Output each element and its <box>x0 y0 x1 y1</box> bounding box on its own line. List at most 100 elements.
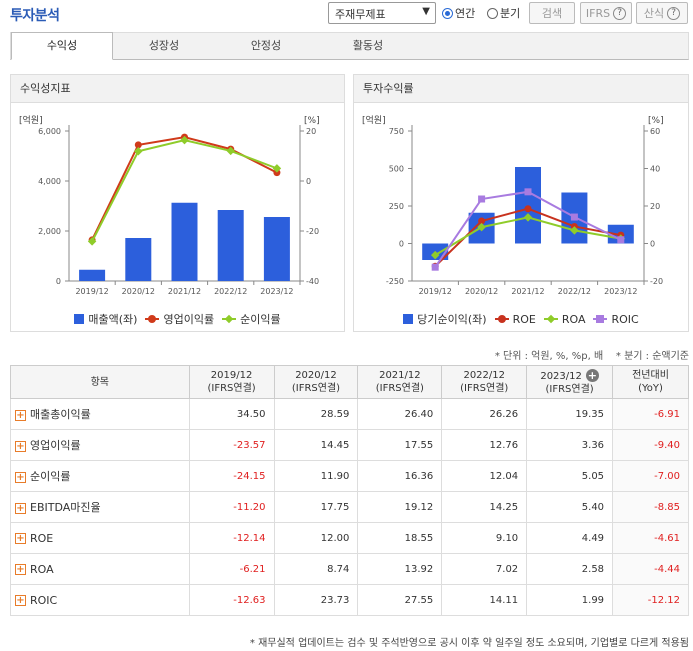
data-point <box>272 164 282 173</box>
table-cell: 26.26 <box>441 398 528 430</box>
left-axis-unit: [억원] <box>362 114 386 126</box>
right-axis-unit: [%] <box>304 116 320 126</box>
add-column-icon[interactable]: + <box>585 368 599 382</box>
table-cell: 26.40 <box>357 398 443 430</box>
header-year: 2021/12 (IFRS연결) <box>357 365 443 399</box>
bar-swatch-icon <box>403 314 414 324</box>
data-point <box>570 226 579 235</box>
table-cell: 5.40 <box>526 491 614 523</box>
table-row: + ROA -6.21 8.74 13.92 7.02 2.58 -4.44 <box>10 553 689 585</box>
legend-item-net-margin[interactable]: 순이익률 <box>222 311 281 327</box>
row-label[interactable]: + ROE <box>10 522 190 554</box>
row-label-text: ROE <box>30 531 54 545</box>
legend-label: 순이익률 <box>240 313 281 326</box>
expand-plus-icon[interactable]: + <box>15 409 26 421</box>
return-chart: [억원] [%] 750 500 250 0 -250 60 40 20 0 -20 2019/12 20… <box>362 114 664 296</box>
expand-plus-icon[interactable]: + <box>15 533 26 544</box>
unit-note: * 단위 : 억원, %, %p, 배 <box>494 351 604 362</box>
data-point <box>478 217 486 225</box>
x-tick-label: 2020/12 <box>465 287 498 296</box>
table-cell: 17.55 <box>357 429 443 461</box>
x-tick-label: 2022/12 <box>214 287 247 296</box>
page-title: 투자분석 <box>10 8 60 24</box>
tab-activity[interactable]: 활동성 <box>352 39 384 52</box>
table-row: + EBITDA마진율 -11.20 17.75 19.12 14.25 5.40 -8.85 <box>10 491 689 523</box>
table-row: + 매출총이익률 34.50 28.59 26.40 26.26 19.35 -6.91 <box>10 398 689 430</box>
expand-plus-icon[interactable]: + <box>15 595 26 606</box>
legend-item-roe[interactable]: ROE <box>494 311 536 327</box>
legend-item-net-income[interactable]: 당기순이익(좌) <box>403 311 487 327</box>
legend-label: ROA <box>561 312 586 326</box>
bar <box>217 210 244 281</box>
table-row: + ROE -12.14 12.00 18.55 9.10 4.49 -4.61 <box>10 522 689 554</box>
table-cell: -12.14 <box>188 522 275 554</box>
radio-quarter[interactable]: 분기 <box>487 5 520 21</box>
table-cell: 14.11 <box>441 584 528 616</box>
y2-tick-label: -20 <box>650 277 663 286</box>
table-row: + 영업이익률 -23.57 14.45 17.55 12.76 3.36 -9.40 <box>10 429 689 461</box>
y2-tick-label: -20 <box>306 227 319 236</box>
yoy-cell: -8.85 <box>612 491 689 523</box>
table-cell: -12.63 <box>188 584 275 616</box>
x-tick-label: 2021/12 <box>168 287 201 296</box>
table-cell: 12.04 <box>441 460 528 492</box>
chart-legend: 당기순이익(좌) ROE ROA ROIC <box>354 311 688 327</box>
table-cell: 19.12 <box>357 491 443 523</box>
table-cell: -23.57 <box>188 429 275 461</box>
statement-type-select[interactable]: 주재무제표 ▼ <box>328 2 436 24</box>
table-cell: 28.59 <box>273 398 359 430</box>
y2-tick-label: 40 <box>650 165 660 174</box>
ifrs-help-button[interactable]: IFRS ? <box>580 2 632 24</box>
row-label[interactable]: + 순이익률 <box>10 460 190 492</box>
table-cell: 14.45 <box>273 429 359 461</box>
expand-plus-icon[interactable]: + <box>15 502 26 514</box>
legend-item-roic[interactable]: ROIC <box>593 311 639 327</box>
row-label[interactable]: + ROIC <box>10 584 190 616</box>
tab-growth[interactable]: 성장성 <box>148 39 180 52</box>
row-label[interactable]: + 매출총이익률 <box>10 398 190 430</box>
header-year: 2020/12 (IFRS연결) <box>273 365 359 399</box>
yoy-cell: -9.40 <box>612 429 689 461</box>
data-point <box>134 147 143 156</box>
legend-item-op-margin[interactable]: 영업이익률 <box>145 311 214 327</box>
row-label[interactable]: + EBITDA마진율 <box>10 491 190 523</box>
ifrs-label: IFRS <box>585 6 611 20</box>
expand-plus-icon[interactable]: + <box>15 471 26 483</box>
table-row: + ROIC -12.63 23.73 27.55 14.11 1.99 -12.12 <box>10 584 689 616</box>
line-square-swatch-icon <box>593 314 608 324</box>
header-item: 항목 <box>10 365 190 399</box>
x-tick-label: 2022/12 <box>558 287 591 296</box>
line-circle-swatch-icon <box>145 314 160 324</box>
legend-item-roa[interactable]: ROA <box>543 311 586 327</box>
x-tick-label: 2023/12 <box>260 287 293 296</box>
table-cell: 9.10 <box>441 522 528 554</box>
formula-help-button[interactable]: 산식 ? <box>636 2 688 24</box>
y-tick-label: 500 <box>389 165 404 174</box>
table-cell: 1.99 <box>526 584 614 616</box>
data-point <box>226 146 235 156</box>
row-label[interactable]: + ROA <box>10 553 190 585</box>
financial-table: 항목 2019/12 (IFRS연결) 2020/12 (IFRS연결) 2021/… <box>10 365 689 616</box>
profitability-chart: [억원] [%] 6,000 4,000 2,000 0 20 0 -20 -40 2019/12 2… <box>19 114 320 296</box>
x-tick-label: 2023/12 <box>604 287 637 296</box>
table-cell: 18.55 <box>357 522 443 554</box>
profitability-chart-panel: 수익성지표 [억원] [%] 6,000 4,000 2,000 0 20 0 -20 -40 20… <box>10 74 345 332</box>
tab-profitability[interactable]: 수익성 <box>11 32 113 60</box>
left-axis-unit: [억원] <box>19 114 43 126</box>
y-tick-label: 4,000 <box>38 177 61 186</box>
radio-annual[interactable]: 연간 <box>442 5 475 21</box>
table-cell: 34.50 <box>188 398 275 430</box>
row-label[interactable]: + 영업이익률 <box>10 429 190 461</box>
tab-stability[interactable]: 안정성 <box>250 39 282 52</box>
bar <box>125 238 152 281</box>
row-label-text: ROIC <box>30 593 58 607</box>
search-button[interactable]: 검색 <box>529 2 575 24</box>
y2-tick-label: 60 <box>650 127 660 136</box>
table-cell: 5.05 <box>526 460 614 492</box>
expand-plus-icon[interactable]: + <box>15 440 26 452</box>
header-year: 2023/12 + (IFRS연결) <box>526 365 614 399</box>
line-circle-swatch-icon <box>494 314 509 324</box>
expand-plus-icon[interactable]: + <box>15 564 26 575</box>
radio-unselected-icon <box>487 7 498 19</box>
legend-item-revenue[interactable]: 매출액(좌) <box>74 311 137 327</box>
